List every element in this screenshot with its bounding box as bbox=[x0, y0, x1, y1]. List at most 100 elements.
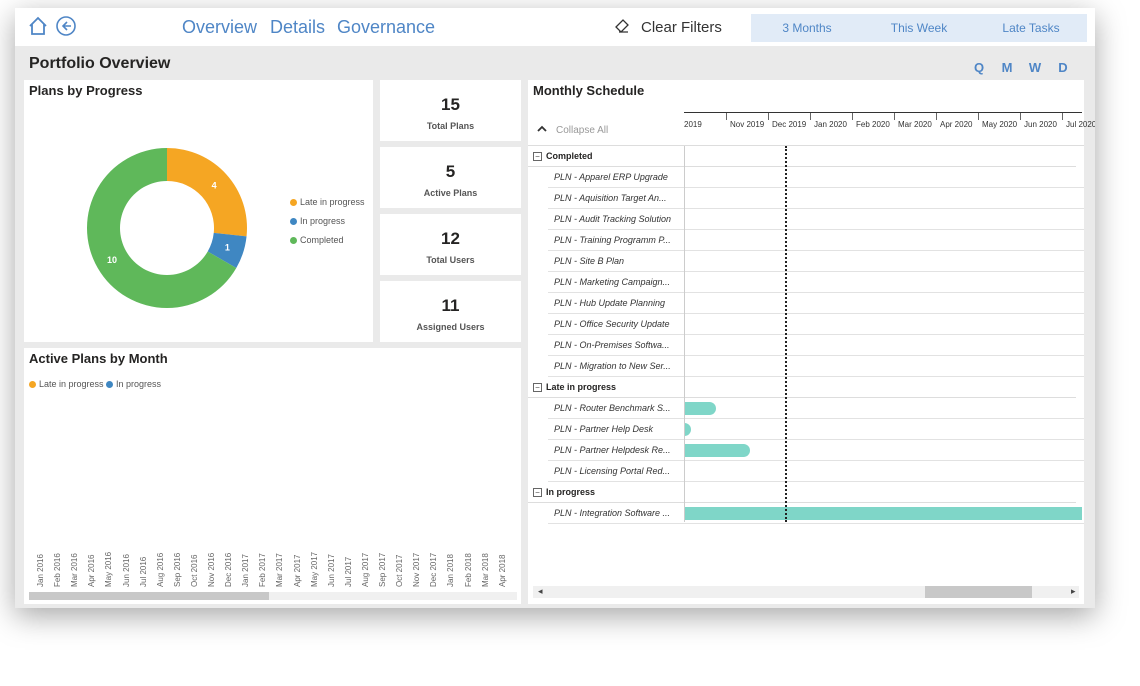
timeline-month-label: Dec 2019 bbox=[772, 120, 807, 129]
range-tabs: 3 Months This Week Late Tasks bbox=[751, 14, 1087, 42]
month-axis-label: Aug 2017 bbox=[360, 552, 370, 587]
legend-late-in-progress[interactable]: Late in progress bbox=[290, 197, 365, 207]
schedule-task-row[interactable]: PLN - On-Premises Softwa... bbox=[528, 335, 1084, 356]
month-chart-scroll-thumb[interactable] bbox=[29, 592, 269, 600]
month-axis-label: Jul 2017 bbox=[343, 556, 353, 587]
schedule-task-label: PLN - On-Premises Softwa... bbox=[554, 340, 670, 350]
legend-label: Late in progress bbox=[39, 379, 104, 389]
schedule-task-row[interactable]: PLN - Office Security Update bbox=[528, 314, 1084, 335]
row-divider bbox=[548, 250, 1084, 251]
tab-3-months[interactable]: 3 Months bbox=[782, 21, 832, 35]
row-divider bbox=[548, 376, 1084, 377]
timeline-tick bbox=[726, 112, 727, 120]
schedule-task-row[interactable]: PLN - Audit Tracking Solution bbox=[528, 209, 1084, 230]
month-axis-label: Mar 2016 bbox=[70, 553, 80, 587]
month-axis-label: Oct 2017 bbox=[395, 554, 405, 587]
schedule-task-bar[interactable] bbox=[684, 444, 751, 457]
legend-dot bbox=[29, 381, 36, 388]
row-divider bbox=[548, 334, 1084, 335]
month-axis-label: Nov 2016 bbox=[207, 552, 216, 587]
schedule-task-row[interactable]: PLN - Router Benchmark S... bbox=[528, 398, 1084, 419]
donut-slice-late-in-progress[interactable] bbox=[167, 148, 247, 237]
plans-by-progress-card: Plans by Progress 4 1 10 Late in progress … bbox=[24, 80, 373, 342]
period-button-d[interactable]: D bbox=[1058, 60, 1068, 75]
timeline-tick bbox=[1062, 112, 1063, 120]
schedule-task-row[interactable]: PLN - Marketing Campaign... bbox=[528, 272, 1084, 293]
plans-by-progress-title: Plans by Progress bbox=[29, 83, 143, 98]
home-icon[interactable] bbox=[27, 15, 49, 37]
collapse-all-button[interactable]: Collapse All bbox=[536, 124, 608, 137]
schedule-task-bar[interactable] bbox=[684, 507, 1082, 520]
month-axis-label: Jul 2016 bbox=[138, 556, 148, 587]
schedule-group-row: − Completed bbox=[528, 146, 1076, 167]
schedule-group-toggle[interactable]: − In progress bbox=[533, 487, 595, 497]
donut-data-label: 1 bbox=[225, 243, 230, 253]
timeline-month-label: Jun 2020 bbox=[1024, 120, 1057, 129]
legend-in-progress[interactable]: In progress bbox=[106, 379, 161, 389]
clear-filters-button[interactable]: Clear Filters bbox=[613, 16, 722, 38]
page-title: Portfolio Overview bbox=[29, 55, 171, 72]
legend-dot bbox=[290, 199, 297, 206]
row-divider bbox=[548, 313, 1084, 314]
month-axis-label: Feb 2018 bbox=[463, 553, 473, 587]
schedule-task-row[interactable]: PLN - Licensing Portal Red... bbox=[528, 461, 1084, 482]
schedule-task-label: PLN - Marketing Campaign... bbox=[554, 277, 671, 287]
schedule-task-bar[interactable] bbox=[684, 423, 692, 436]
month-axis-label: Jan 2016 bbox=[36, 554, 45, 587]
timeline-month-label: Jan 2020 bbox=[814, 120, 847, 129]
legend-dot bbox=[290, 218, 297, 225]
scroll-left-arrow-icon[interactable]: ◂ bbox=[538, 586, 543, 596]
back-icon[interactable] bbox=[55, 15, 77, 37]
nav-details[interactable]: Details bbox=[270, 17, 326, 37]
monthly-schedule-title: Monthly Schedule bbox=[533, 83, 645, 98]
kpi-active-plans: 5 Active Plans bbox=[380, 147, 521, 208]
month-axis-label: May 2017 bbox=[309, 551, 319, 587]
schedule-group-toggle[interactable]: − Completed bbox=[533, 151, 593, 161]
schedule-task-label: PLN - Site B Plan bbox=[554, 256, 625, 266]
today-marker bbox=[785, 146, 787, 522]
donut-slice-in-progress[interactable] bbox=[207, 232, 247, 268]
schedule-task-label: PLN - Partner Helpdesk Re... bbox=[554, 445, 671, 455]
timeline-tick bbox=[852, 112, 853, 120]
schedule-scroll-thumb[interactable] bbox=[925, 586, 1032, 598]
legend-completed[interactable]: Completed bbox=[290, 235, 344, 245]
row-divider bbox=[548, 355, 1084, 356]
schedule-task-row[interactable]: PLN - Hub Update Planning bbox=[528, 293, 1084, 314]
month-axis-label: Nov 2017 bbox=[412, 552, 422, 587]
month-chart-scrollbar[interactable] bbox=[29, 592, 517, 600]
schedule-task-row[interactable]: PLN - Migration to New Ser... bbox=[528, 356, 1084, 377]
period-button-w[interactable]: W bbox=[1028, 60, 1042, 75]
period-button-m[interactable]: M bbox=[1001, 60, 1013, 75]
scroll-right-arrow-icon[interactable]: ▸ bbox=[1071, 586, 1076, 596]
kpi-value: 15 bbox=[441, 95, 460, 114]
row-divider bbox=[548, 187, 1084, 188]
tab-late-tasks[interactable]: Late Tasks bbox=[1002, 21, 1060, 35]
donut-slice-completed[interactable] bbox=[87, 148, 237, 308]
schedule-task-row[interactable]: PLN - Partner Helpdesk Re... bbox=[528, 440, 1084, 461]
schedule-task-row[interactable]: PLN - Integration Software ... bbox=[528, 503, 1084, 524]
schedule-task-row[interactable]: PLN - Site B Plan bbox=[528, 251, 1084, 272]
row-divider bbox=[548, 460, 1084, 461]
schedule-task-bar[interactable] bbox=[684, 402, 716, 415]
month-axis-label: Dec 2017 bbox=[429, 552, 439, 587]
schedule-task-row[interactable]: PLN - Aquisition Target An... bbox=[528, 188, 1084, 209]
legend-late-in-progress[interactable]: Late in progress bbox=[29, 379, 104, 389]
legend-label: In progress bbox=[116, 379, 162, 389]
label-column-divider bbox=[684, 146, 685, 522]
app-window: Overview Details Governance Clear Filter… bbox=[15, 8, 1095, 608]
nav-governance[interactable]: Governance bbox=[337, 17, 436, 37]
schedule-task-label: PLN - Hub Update Planning bbox=[554, 298, 666, 308]
timeline-month-label: Jul 2020 bbox=[1066, 120, 1095, 129]
schedule-task-label: PLN - Audit Tracking Solution bbox=[554, 214, 672, 224]
period-button-q[interactable]: Q bbox=[973, 60, 985, 75]
schedule-group-toggle[interactable]: − Late in progress bbox=[533, 382, 616, 392]
schedule-task-label: PLN - Training Programm P... bbox=[554, 235, 671, 245]
schedule-task-row[interactable]: PLN - Apparel ERP Upgrade bbox=[528, 167, 1084, 188]
schedule-task-row[interactable]: PLN - Partner Help Desk bbox=[528, 419, 1084, 440]
nav-overview[interactable]: Overview bbox=[182, 17, 258, 37]
legend-in-progress[interactable]: In progress bbox=[290, 216, 345, 226]
tab-this-week[interactable]: This Week bbox=[890, 21, 948, 35]
timeline-month-label: Apr 2020 bbox=[940, 120, 973, 129]
schedule-task-row[interactable]: PLN - Training Programm P... bbox=[528, 230, 1084, 251]
schedule-task-label: PLN - Aquisition Target An... bbox=[554, 193, 667, 203]
